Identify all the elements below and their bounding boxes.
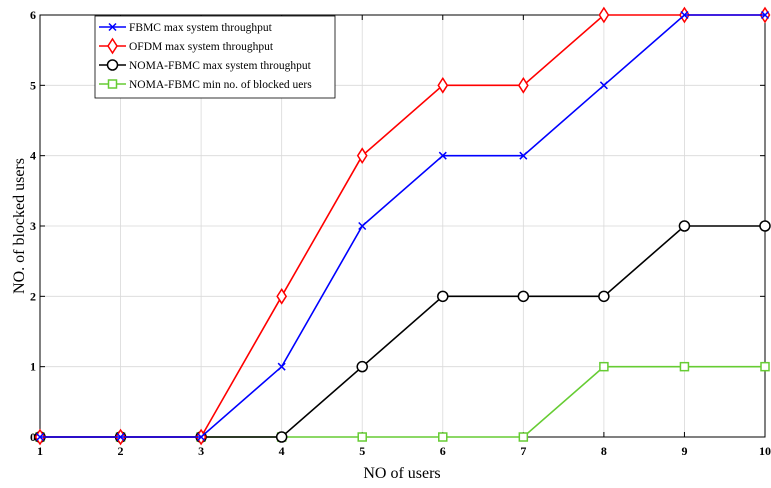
y-tick-label: 3 bbox=[30, 219, 36, 233]
data-point bbox=[275, 431, 288, 443]
x-axis-title: NO of users bbox=[363, 465, 440, 482]
series-line-0 bbox=[40, 14, 765, 438]
y-tick-label: 5 bbox=[30, 78, 36, 92]
data-point bbox=[760, 361, 770, 372]
series-3 bbox=[35, 361, 770, 442]
legend-entry-2: NOMA-FBMC max system throughput bbox=[99, 59, 312, 72]
legend-marker bbox=[107, 37, 118, 55]
data-point bbox=[438, 151, 447, 160]
series-0 bbox=[35, 10, 770, 442]
data-point bbox=[760, 10, 770, 20]
data-point bbox=[356, 360, 368, 373]
x-tick-label: 4 bbox=[279, 444, 285, 458]
legend-entry-1: OFDM max system throughput bbox=[99, 37, 274, 55]
x-tick-label: 6 bbox=[440, 444, 446, 458]
series-line-2 bbox=[40, 225, 765, 438]
x-tick-label: 7 bbox=[520, 444, 526, 458]
data-point bbox=[678, 220, 691, 232]
data-point bbox=[437, 290, 449, 303]
series-line-3 bbox=[40, 365, 765, 438]
data-point bbox=[357, 432, 367, 442]
data-point bbox=[116, 432, 125, 442]
x-tick-label: 2 bbox=[118, 444, 124, 458]
y-tick-label: 2 bbox=[30, 289, 36, 303]
data-point bbox=[517, 290, 530, 303]
y-tick-label: 1 bbox=[30, 360, 36, 374]
legend-label: NOMA-FBMC min no. of blocked uers bbox=[129, 79, 312, 91]
data-point bbox=[759, 220, 771, 232]
data-point bbox=[680, 10, 689, 20]
legend: FBMC max system throughput OFDM max syste… bbox=[94, 15, 336, 99]
x-tick-label: 8 bbox=[601, 444, 607, 458]
legend-marker bbox=[107, 79, 118, 89]
data-point bbox=[358, 221, 367, 231]
legend-marker bbox=[106, 59, 119, 71]
data-point bbox=[438, 432, 448, 442]
legend-marker bbox=[108, 22, 117, 32]
data-point bbox=[599, 81, 608, 90]
x-tick-label: 10 bbox=[759, 444, 771, 458]
data-point bbox=[518, 432, 529, 442]
legend-entry-0: FBMC max system throughput bbox=[99, 22, 273, 34]
data-point bbox=[437, 76, 449, 94]
x-tick-label: 1 bbox=[37, 444, 43, 458]
legend-label: OFDM max system throughput bbox=[129, 41, 274, 53]
data-point bbox=[519, 151, 528, 160]
data-point bbox=[598, 290, 610, 303]
legend-label: NOMA-FBMC max system throughput bbox=[129, 60, 312, 72]
data-point bbox=[598, 6, 610, 24]
data-point bbox=[599, 361, 609, 372]
x-tick-label: 3 bbox=[198, 444, 204, 458]
data-point bbox=[35, 432, 45, 442]
data-point bbox=[356, 147, 368, 165]
x-tick-label: 5 bbox=[359, 444, 365, 458]
data-point bbox=[197, 432, 206, 442]
data-point bbox=[517, 76, 529, 94]
data-point bbox=[277, 362, 286, 371]
data-point bbox=[276, 287, 288, 305]
legend-label: FBMC max system throughput bbox=[129, 22, 273, 34]
series-group bbox=[34, 6, 771, 446]
series-2 bbox=[34, 220, 771, 443]
data-point bbox=[679, 361, 690, 372]
legend-box bbox=[94, 15, 336, 99]
y-tick-label: 6 bbox=[30, 8, 36, 22]
y-axis-title: NO. of blocked users bbox=[11, 158, 28, 294]
x-tick-label: 9 bbox=[681, 444, 687, 458]
y-tick-label: 4 bbox=[30, 149, 36, 163]
y-tick-label: 0 bbox=[30, 430, 36, 444]
legend-entry-3: NOMA-FBMC min no. of blocked uers bbox=[99, 79, 312, 91]
